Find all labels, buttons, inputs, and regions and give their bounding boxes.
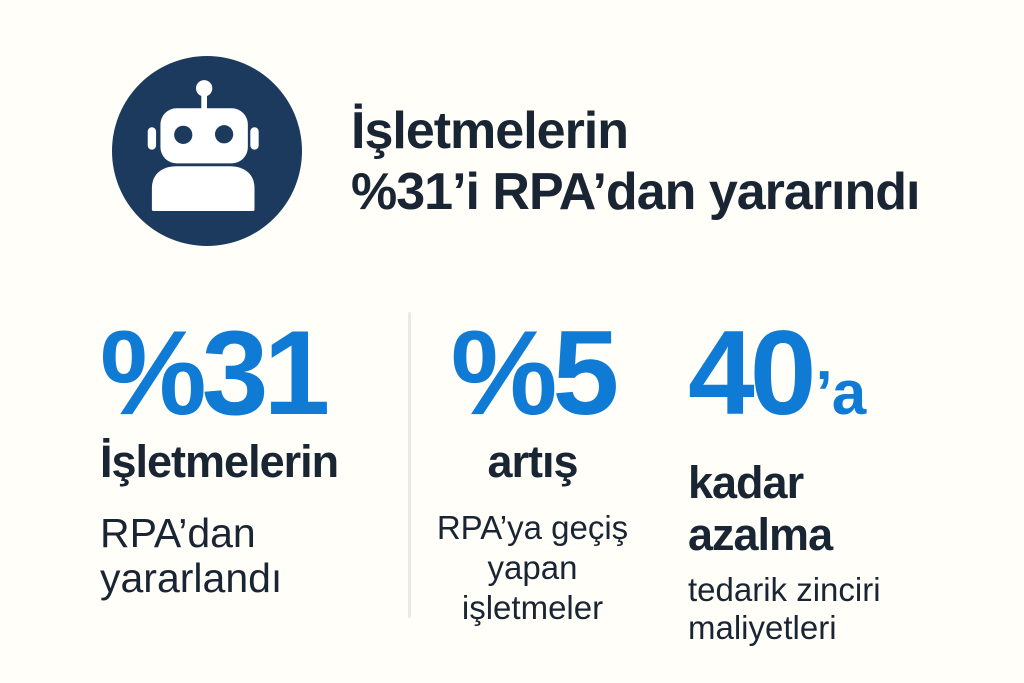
robot-icon [112, 56, 302, 246]
stat-sub-line: yararlandı [100, 555, 283, 601]
stat-label-sub: RPA’dan yararlandı [100, 511, 400, 601]
stat-sub-line: yapan [487, 549, 578, 586]
robot-icon-svg [112, 56, 302, 246]
title-line-1: İşletmelerin [351, 102, 629, 160]
stat-value-number: 40 [688, 306, 817, 440]
stat-sub-line: maliyetleri [688, 609, 837, 646]
stat-value: 40’a [688, 313, 988, 449]
stat-bold-line: azalma [688, 509, 833, 560]
stat-sub-line: tedarik zinciri [688, 571, 881, 608]
title-line-2: %31’i RPA’dan yararındı [351, 163, 920, 221]
stat-rpa-benefit: %31 İşletmelerin RPA’dan yararlandı [100, 306, 400, 601]
stat-label-sub: tedarik zinciri maliyetleri [688, 571, 988, 647]
stat-label-bold: artış [415, 436, 650, 488]
stat-supply-chain-cost-reduction: 40’a kadar azalma tedarik zinciri maliye… [688, 313, 988, 647]
stat-bold-line: kadar [688, 457, 804, 508]
stat-label-bold: kadar azalma [688, 457, 988, 561]
stat-value-suffix: ’a [815, 359, 866, 428]
stat-value: %5 [450, 306, 619, 440]
stat-sub-line: RPA’ya geçiş [436, 509, 629, 546]
stat-label-bold: İşletmelerin [100, 436, 400, 488]
stat-bold-line: İşletmelerin [100, 436, 339, 487]
stat-label-sub: RPA’ya geçiş yapan işletmeler [415, 508, 650, 628]
stat-sub-line: işletmeler [461, 589, 604, 626]
stat-rpa-adoption-increase: %5 artış RPA’ya geçiş yapan işletmeler [415, 306, 650, 628]
vertical-divider [408, 312, 411, 618]
stat-bold-line: artış [487, 436, 578, 487]
stat-value: %31 [100, 306, 330, 440]
stat-sub-line: RPA’dan [100, 510, 256, 556]
page-title: İşletmelerin %31’i RPA’dan yararındı [351, 101, 920, 223]
